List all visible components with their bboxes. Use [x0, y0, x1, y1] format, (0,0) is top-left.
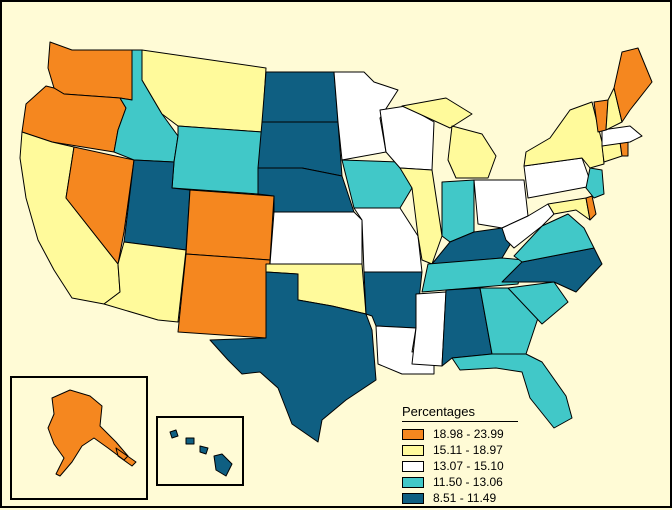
state-NM: [177, 253, 271, 339]
alaska-inset: [10, 376, 148, 500]
state-RI: [619, 141, 629, 157]
state-IA: [341, 159, 413, 209]
state-IN: [441, 179, 475, 243]
legend-item: 13.07 - 15.10: [402, 458, 518, 474]
legend-label: 18.98 - 23.99: [433, 427, 504, 441]
state-MO: [353, 207, 423, 273]
state-ME: [613, 47, 653, 123]
hawaii-inset: [156, 416, 244, 486]
state-NJ: [585, 167, 605, 199]
state-NV: [65, 146, 135, 265]
state-IL: [399, 167, 443, 265]
hawaii-map: [169, 429, 233, 477]
state-WV: [501, 203, 555, 249]
legend-item: 11.50 - 13.06: [402, 474, 518, 490]
legend-swatch: [402, 460, 424, 472]
legend-item: 8.51 - 11.49: [402, 490, 518, 506]
state-AR: [363, 271, 423, 329]
legend-item: 18.98 - 23.99: [402, 426, 518, 442]
state-FL: [451, 353, 573, 429]
legend-item: 15.11 - 18.97: [402, 442, 518, 458]
state-WA: [47, 41, 133, 101]
state-AZ: [103, 241, 187, 323]
state-WY: [171, 125, 263, 195]
legend-swatch: [402, 428, 424, 440]
state-MN: [333, 71, 399, 161]
legend-label: 11.50 - 13.06: [433, 475, 503, 489]
state-DE: [585, 195, 597, 221]
state-KS: [269, 211, 363, 265]
legend-label: 13.07 - 15.10: [433, 459, 504, 473]
legend-label: 8.51 - 11.49: [433, 491, 497, 505]
legend-swatch: [402, 492, 424, 504]
state-MA: [601, 125, 643, 147]
legend-label: 15.11 - 18.97: [433, 443, 503, 457]
legend-title: Percentages: [402, 404, 518, 422]
alaska-map: [47, 389, 137, 477]
state-MI: [401, 97, 497, 179]
state-MS: [411, 291, 447, 367]
state-HI: [169, 429, 233, 477]
legend-swatch: [402, 444, 424, 456]
state-SC: [507, 281, 569, 325]
state-ND: [261, 71, 339, 123]
legend-swatch: [402, 476, 424, 488]
state-CO: [185, 189, 275, 261]
state-AK: [47, 389, 137, 477]
state-NY: [523, 101, 605, 169]
legend: Percentages 18.98 - 23.99 15.11 - 18.97 …: [402, 404, 518, 506]
state-MD: [547, 197, 591, 221]
state-TX: [209, 271, 377, 443]
